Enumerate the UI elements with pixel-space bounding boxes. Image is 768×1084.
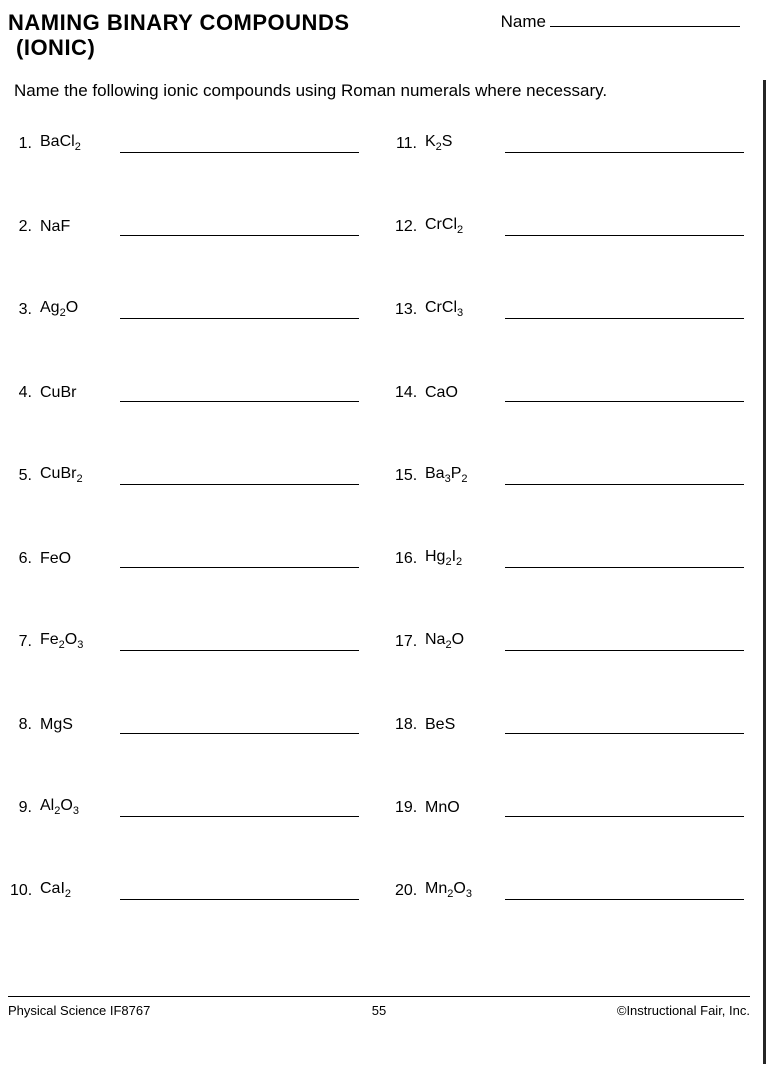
answer-input-line[interactable] — [120, 301, 359, 319]
answer-input-line[interactable] — [505, 799, 744, 817]
chemical-formula: CaI2 — [38, 880, 116, 900]
question-row: 13.CrCl3 — [395, 291, 750, 319]
question-row: 19.MnO — [395, 789, 750, 817]
answer-input-line[interactable] — [120, 467, 359, 485]
question-number: 2. — [10, 218, 38, 236]
name-label: Name — [501, 12, 546, 32]
question-row: 1.BaCl2 — [10, 125, 365, 153]
question-number: 9. — [10, 799, 38, 817]
question-row: 3.Ag2O — [10, 291, 365, 319]
answer-input-line[interactable] — [505, 467, 744, 485]
chemical-formula: Na2O — [423, 631, 501, 651]
chemical-formula: Hg2I2 — [423, 548, 501, 568]
question-row: 15.Ba3P2 — [395, 457, 750, 485]
answer-input-line[interactable] — [505, 384, 744, 402]
question-number: 3. — [10, 301, 38, 319]
chemical-formula: FeO — [38, 550, 116, 568]
answer-input-line[interactable] — [505, 882, 744, 900]
chemical-formula: Mn2O3 — [423, 880, 501, 900]
answer-input-line[interactable] — [120, 384, 359, 402]
question-row: 5.CuBr2 — [10, 457, 365, 485]
chemical-formula: K2S — [423, 133, 501, 153]
chemical-formula: BeS — [423, 716, 501, 734]
name-input-line[interactable] — [550, 26, 740, 27]
question-row: 10.CaI2 — [10, 872, 365, 900]
answer-input-line[interactable] — [120, 550, 359, 568]
question-number: 12. — [395, 218, 423, 236]
title-line2: (IONIC) — [16, 35, 501, 61]
question-number: 20. — [395, 882, 423, 900]
footer-left: Physical Science IF8767 — [8, 1003, 150, 1018]
footer-right: ©Instructional Fair, Inc. — [617, 1003, 750, 1018]
question-row: 18.BeS — [395, 706, 750, 734]
answer-input-line[interactable] — [505, 633, 744, 651]
question-number: 18. — [395, 716, 423, 734]
footer-page: 55 — [372, 1003, 386, 1018]
chemical-formula: Ag2O — [38, 299, 116, 319]
question-row: 16.Hg2I2 — [395, 540, 750, 568]
answer-input-line[interactable] — [505, 550, 744, 568]
answer-input-line[interactable] — [505, 218, 744, 236]
chemical-formula: CrCl3 — [423, 299, 501, 319]
header: NAMING BINARY COMPOUNDS (IONIC) Name — [8, 10, 750, 61]
answer-input-line[interactable] — [505, 135, 744, 153]
chemical-formula: CrCl2 — [423, 216, 501, 236]
chemical-formula: Al2O3 — [38, 797, 116, 817]
chemical-formula: Fe2O3 — [38, 631, 116, 651]
answer-input-line[interactable] — [120, 135, 359, 153]
right-column: 11.K2S 12.CrCl2 13.CrCl3 14.CaO 15.Ba3P2 16.H… — [395, 125, 750, 900]
question-number: 7. — [10, 633, 38, 651]
questions-grid: 1.BaCl22.NaF3.Ag2O4.CuBr5.CuBr26.FeO7.Fe… — [8, 125, 750, 900]
footer: Physical Science IF8767 55 ©Instructiona… — [8, 996, 750, 1018]
chemical-formula: CuBr2 — [38, 465, 116, 485]
question-number: 1. — [10, 135, 38, 153]
answer-input-line[interactable] — [505, 301, 744, 319]
scan-artifact-edge — [763, 80, 766, 1064]
question-row: 12.CrCl2 — [395, 208, 750, 236]
question-number: 11. — [395, 135, 423, 153]
question-number: 15. — [395, 467, 423, 485]
question-number: 5. — [10, 467, 38, 485]
question-number: 8. — [10, 716, 38, 734]
chemical-formula: BaCl2 — [38, 133, 116, 153]
answer-input-line[interactable] — [120, 633, 359, 651]
chemical-formula: MgS — [38, 716, 116, 734]
question-number: 6. — [10, 550, 38, 568]
chemical-formula: CaO — [423, 384, 501, 402]
left-column: 1.BaCl22.NaF3.Ag2O4.CuBr5.CuBr26.FeO7.Fe… — [10, 125, 365, 900]
name-field: Name — [501, 12, 740, 32]
question-number: 14. — [395, 384, 423, 402]
answer-input-line[interactable] — [120, 799, 359, 817]
chemical-formula: NaF — [38, 218, 116, 236]
question-row: 6.FeO — [10, 540, 365, 568]
question-row: 8.MgS — [10, 706, 365, 734]
question-row: 7.Fe2O3 — [10, 623, 365, 651]
question-number: 13. — [395, 301, 423, 319]
answer-input-line[interactable] — [120, 716, 359, 734]
question-row: 11.K2S — [395, 125, 750, 153]
answer-input-line[interactable] — [120, 882, 359, 900]
title-line1: NAMING BINARY COMPOUNDS — [8, 10, 501, 35]
question-number: 4. — [10, 384, 38, 402]
title-block: NAMING BINARY COMPOUNDS (IONIC) — [8, 10, 501, 61]
chemical-formula: CuBr — [38, 384, 116, 402]
question-row: 2.NaF — [10, 208, 365, 236]
chemical-formula: Ba3P2 — [423, 465, 501, 485]
question-row: 14.CaO — [395, 374, 750, 402]
question-number: 17. — [395, 633, 423, 651]
question-row: 17.Na2O — [395, 623, 750, 651]
question-number: 16. — [395, 550, 423, 568]
instructions: Name the following ionic compounds using… — [14, 81, 750, 101]
answer-input-line[interactable] — [120, 218, 359, 236]
question-row: 9.Al2O3 — [10, 789, 365, 817]
chemical-formula: MnO — [423, 799, 501, 817]
answer-input-line[interactable] — [505, 716, 744, 734]
question-row: 4.CuBr — [10, 374, 365, 402]
question-row: 20.Mn2O3 — [395, 872, 750, 900]
question-number: 10. — [10, 882, 38, 900]
question-number: 19. — [395, 799, 423, 817]
